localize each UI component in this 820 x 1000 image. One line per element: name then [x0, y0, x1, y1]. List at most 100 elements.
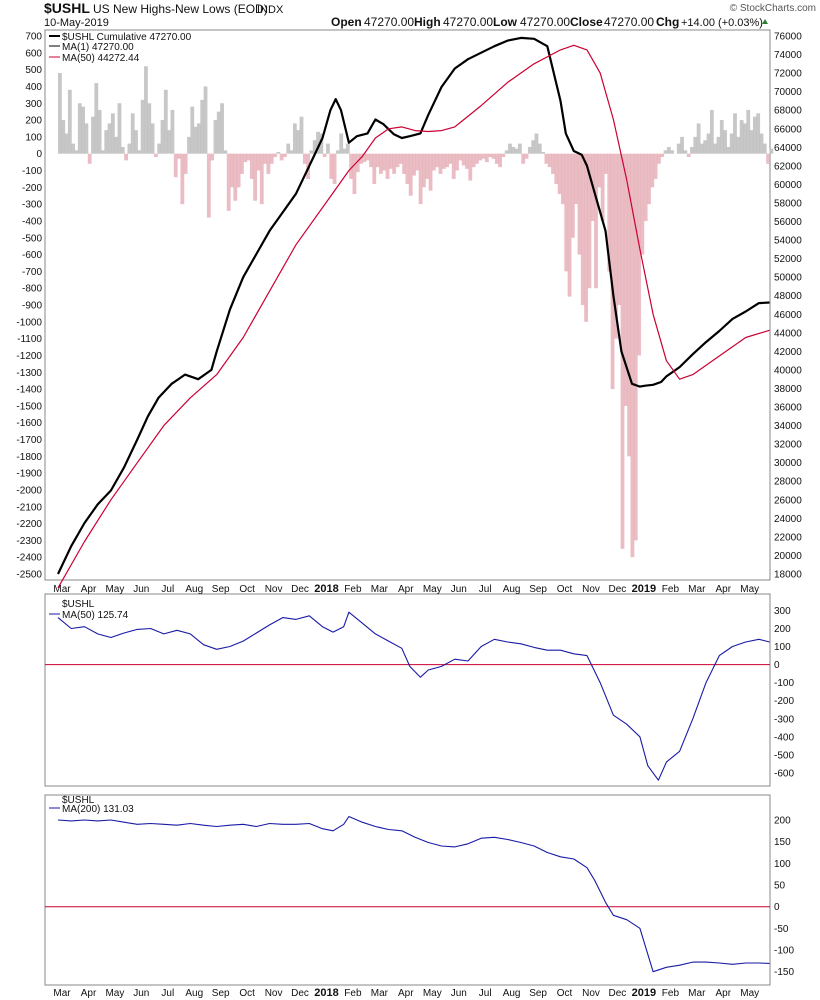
- daily-area-bar: [743, 123, 747, 154]
- daily-area-bar: [385, 153, 390, 179]
- daily-area-bar: [392, 153, 397, 174]
- bottom-month-label: Sep: [529, 988, 547, 999]
- daily-area-bar: [97, 109, 102, 154]
- right-tick-label: 68000: [774, 106, 802, 117]
- axis-tick-label: 0: [774, 660, 780, 671]
- daily-area-bar: [716, 136, 721, 154]
- main-month-label: Feb: [344, 584, 362, 595]
- main-month-label: Dec: [291, 584, 309, 595]
- daily-area-bar: [94, 83, 99, 154]
- daily-area-bar: [355, 153, 360, 173]
- ma50-line: [57, 44, 770, 589]
- daily-area-bar: [640, 153, 645, 255]
- axis-tick-label: 100: [774, 859, 791, 870]
- left-tick-label: -1100: [17, 334, 42, 345]
- daily-area-bar: [273, 153, 277, 158]
- daily-area-bar: [719, 120, 724, 154]
- daily-area-bar: [263, 153, 267, 164]
- daily-area-bar: [398, 153, 403, 164]
- left-tick-label: -1900: [16, 469, 42, 480]
- daily-area-bar: [471, 153, 476, 168]
- left-tick-label: -2500: [16, 570, 42, 581]
- high-value: 47270.00: [443, 15, 493, 29]
- daily-area-bar: [124, 153, 128, 161]
- daily-area-bar: [196, 123, 201, 154]
- daily-area-bar: [276, 152, 281, 154]
- right-tick-label: 42000: [774, 347, 802, 358]
- right-tick-label: 46000: [774, 310, 802, 321]
- bottom-month-label: Aug: [503, 988, 521, 999]
- main-month-label: Apr: [398, 584, 414, 595]
- daily-area-bar: [551, 153, 555, 174]
- bottom-month-axis: Mar Apr May Jun Jul Aug Sep Oct Nov Dec 2018 Feb Mar…: [53, 987, 759, 999]
- daily-area-bar: [435, 153, 440, 168]
- left-tick-label: -800: [22, 284, 42, 295]
- daily-area-bar: [160, 120, 165, 154]
- main-month-label: Oct: [239, 584, 255, 595]
- daily-area-bar: [352, 153, 357, 195]
- daily-area-bar: [412, 153, 416, 176]
- daily-area-bar: [726, 146, 731, 154]
- ma50-layer: [45, 611, 770, 781]
- daily-area-bar: [680, 136, 684, 154]
- exchange-label: INDX: [257, 4, 284, 16]
- axis-tick-label: -150: [774, 967, 794, 978]
- main-month-label: Nov: [582, 584, 600, 595]
- main-month-label: Mar: [53, 584, 71, 595]
- daily-area-bar: [107, 123, 112, 154]
- axis-tick-label: 0: [774, 902, 780, 913]
- daily-area-bar: [729, 133, 734, 154]
- daily-area-bar: [630, 153, 635, 558]
- daily-area-bar: [190, 106, 195, 154]
- daily-area-bar: [395, 153, 400, 168]
- left-tick-label: -500: [22, 233, 42, 244]
- right-tick-label: 60000: [774, 180, 802, 191]
- daily-area-bar: [140, 99, 145, 154]
- bottom-month-label: Jul: [479, 988, 492, 999]
- daily-area-bar: [134, 130, 138, 154]
- daily-area-bar: [686, 153, 691, 158]
- daily-area-bar: [491, 153, 496, 159]
- ma50-panel-frame: [44, 593, 771, 787]
- main-month-label: May: [105, 584, 124, 595]
- daily-area-bar: [230, 153, 234, 188]
- daily-area-bar: [379, 153, 383, 174]
- main-month-label: Jun: [133, 584, 149, 595]
- main-month-label: Jun: [451, 584, 467, 595]
- right-tick-label: 40000: [774, 365, 802, 376]
- daily-area-bar: [541, 152, 545, 154]
- legend-ma50: MA(50) 44272.44: [62, 53, 140, 64]
- right-tick-label: 38000: [774, 384, 802, 395]
- daily-area-bar: [173, 153, 178, 178]
- daily-area-bar: [666, 146, 671, 154]
- daily-area-bar: [647, 153, 651, 205]
- main-month-label: Jul: [161, 584, 174, 595]
- daily-area-bar: [292, 123, 297, 154]
- daily-area-bar: [544, 153, 549, 164]
- daily-area-bar: [144, 66, 148, 154]
- daily-area-bar: [114, 136, 119, 154]
- axis-tick-label: 100: [774, 642, 791, 653]
- daily-area-bar: [67, 89, 72, 154]
- daily-area-bar: [405, 153, 410, 184]
- right-tick-label: 48000: [774, 291, 802, 302]
- daily-area-bar: [484, 153, 489, 163]
- daily-area-bar: [110, 113, 115, 154]
- daily-area-bar: [733, 113, 737, 154]
- daily-area-bar: [557, 153, 562, 195]
- daily-area-bar: [561, 153, 565, 205]
- bottom-month-label: Apr: [81, 988, 97, 999]
- left-tick-label: -2100: [16, 502, 42, 513]
- left-tick-label: -2000: [16, 485, 42, 496]
- cumulative-line: [57, 36, 770, 575]
- left-tick-label: -1000: [16, 317, 42, 328]
- open-label: Open: [331, 15, 362, 29]
- left-tick-label: 300: [25, 99, 42, 110]
- left-tick-label: -100: [22, 166, 42, 177]
- daily-area-bar: [104, 130, 109, 154]
- left-tick-label: 600: [25, 48, 42, 59]
- symbol-label: $USHL: [44, 0, 90, 16]
- left-tick-label: -2200: [16, 519, 42, 530]
- ma50-legend: $USHL MA(50) 125.74: [49, 599, 129, 621]
- daily-area-bar: [326, 143, 330, 154]
